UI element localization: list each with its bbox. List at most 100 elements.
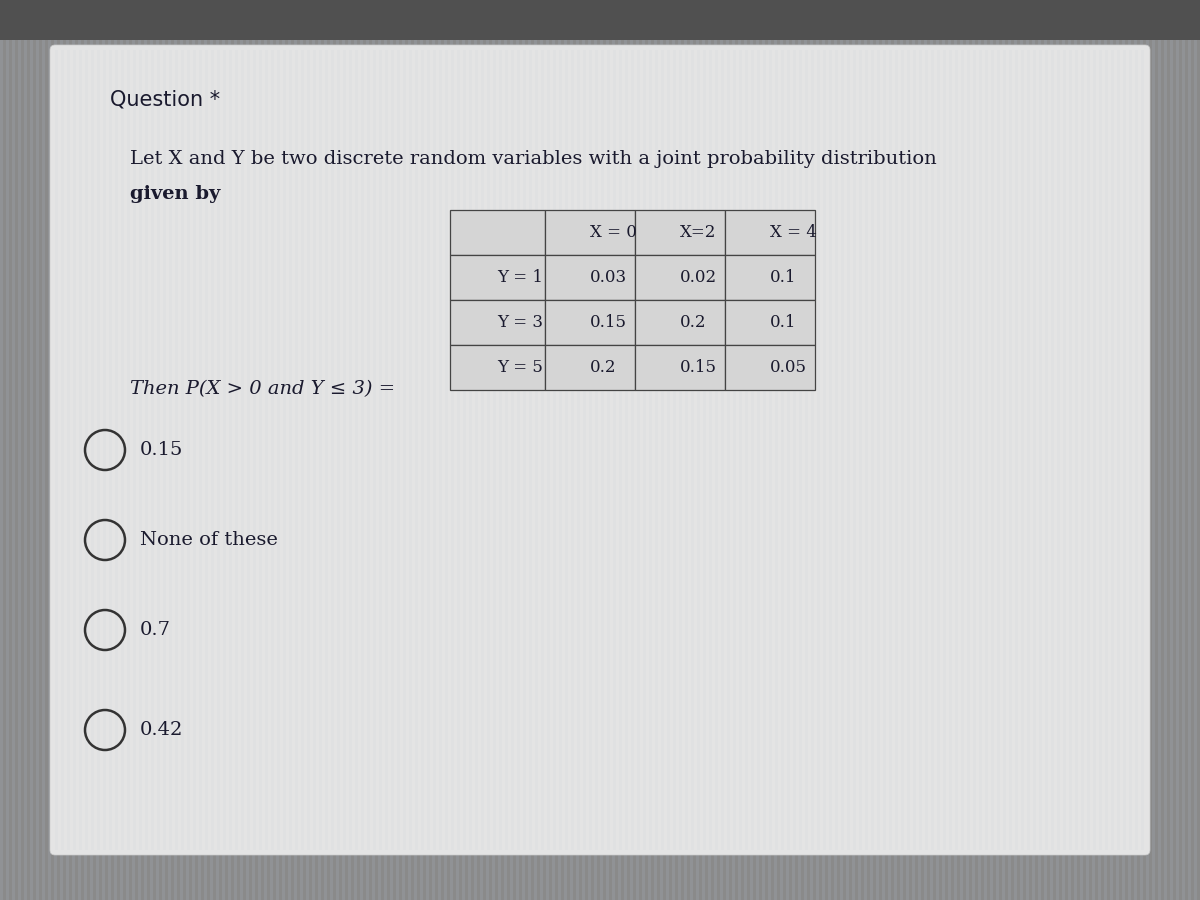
Bar xyxy=(151,50,154,850)
Bar xyxy=(409,50,412,850)
Bar xyxy=(145,50,148,850)
Bar xyxy=(588,0,592,900)
Bar xyxy=(637,50,640,850)
Bar xyxy=(1098,0,1102,900)
Bar xyxy=(168,0,172,900)
Bar xyxy=(187,50,190,850)
Bar xyxy=(456,0,458,900)
Bar xyxy=(156,0,158,900)
Bar xyxy=(985,50,988,850)
Bar xyxy=(487,50,490,850)
Bar xyxy=(121,50,124,850)
Bar xyxy=(205,50,208,850)
Bar xyxy=(535,50,538,850)
Bar xyxy=(978,0,982,900)
Bar xyxy=(354,0,358,900)
Bar xyxy=(805,50,808,850)
Bar xyxy=(163,50,166,850)
Bar xyxy=(960,0,964,900)
Bar xyxy=(1020,0,1022,900)
Bar xyxy=(901,50,904,850)
Bar xyxy=(1122,0,1126,900)
Bar xyxy=(67,50,70,850)
Text: None of these: None of these xyxy=(140,531,278,549)
Bar xyxy=(762,0,766,900)
Bar xyxy=(1188,0,1190,900)
Bar xyxy=(361,50,364,850)
Bar xyxy=(438,0,442,900)
Bar xyxy=(811,50,814,850)
Bar xyxy=(846,0,850,900)
Bar xyxy=(1081,50,1084,850)
Bar xyxy=(312,0,314,900)
Bar xyxy=(635,255,725,300)
Bar xyxy=(841,50,844,850)
Bar xyxy=(906,0,910,900)
Text: Y = 5: Y = 5 xyxy=(498,359,544,376)
Bar xyxy=(1009,50,1012,850)
Bar xyxy=(109,50,112,850)
Bar xyxy=(786,0,790,900)
Bar xyxy=(900,0,904,900)
Bar xyxy=(612,0,616,900)
Bar xyxy=(139,50,142,850)
Bar xyxy=(115,50,118,850)
Bar xyxy=(570,0,574,900)
Bar xyxy=(1062,0,1066,900)
Text: 0.03: 0.03 xyxy=(590,269,628,286)
Bar xyxy=(1099,50,1102,850)
Bar xyxy=(600,0,604,900)
Bar xyxy=(378,0,382,900)
Bar xyxy=(613,50,616,850)
Bar xyxy=(1141,50,1144,850)
Bar xyxy=(133,50,136,850)
Bar xyxy=(925,50,928,850)
Bar xyxy=(942,0,946,900)
Bar xyxy=(1134,0,1138,900)
Bar xyxy=(85,50,88,850)
Bar xyxy=(907,50,910,850)
Bar xyxy=(325,50,328,850)
Bar xyxy=(169,50,172,850)
Bar xyxy=(150,0,154,900)
Bar xyxy=(829,50,832,850)
Bar xyxy=(1093,50,1096,850)
Bar xyxy=(210,0,214,900)
Bar xyxy=(319,50,322,850)
Bar xyxy=(625,50,628,850)
Bar xyxy=(643,50,646,850)
Bar xyxy=(721,50,724,850)
Bar xyxy=(961,50,964,850)
Bar xyxy=(0,0,1200,40)
Bar xyxy=(781,50,784,850)
Bar xyxy=(1129,50,1132,850)
Bar xyxy=(1008,0,1010,900)
Bar xyxy=(594,0,598,900)
Bar xyxy=(24,0,28,900)
Bar xyxy=(972,0,974,900)
Bar xyxy=(1128,0,1132,900)
Bar xyxy=(984,0,986,900)
Bar xyxy=(463,50,466,850)
Bar xyxy=(601,50,604,850)
Bar xyxy=(180,0,182,900)
Bar xyxy=(636,0,640,900)
Bar xyxy=(379,50,382,850)
Bar xyxy=(0,0,2,900)
Text: X=2: X=2 xyxy=(680,224,716,241)
Bar xyxy=(372,0,374,900)
Bar xyxy=(823,50,826,850)
Bar xyxy=(349,50,352,850)
Bar xyxy=(259,50,262,850)
Bar xyxy=(348,0,352,900)
Bar xyxy=(1110,0,1114,900)
Bar xyxy=(991,50,994,850)
Bar xyxy=(607,50,610,850)
Bar xyxy=(204,0,208,900)
Bar xyxy=(450,345,545,390)
Bar xyxy=(595,50,598,850)
Text: given by: given by xyxy=(130,185,221,203)
Bar xyxy=(949,50,952,850)
Bar xyxy=(1158,0,1162,900)
Bar xyxy=(157,50,160,850)
